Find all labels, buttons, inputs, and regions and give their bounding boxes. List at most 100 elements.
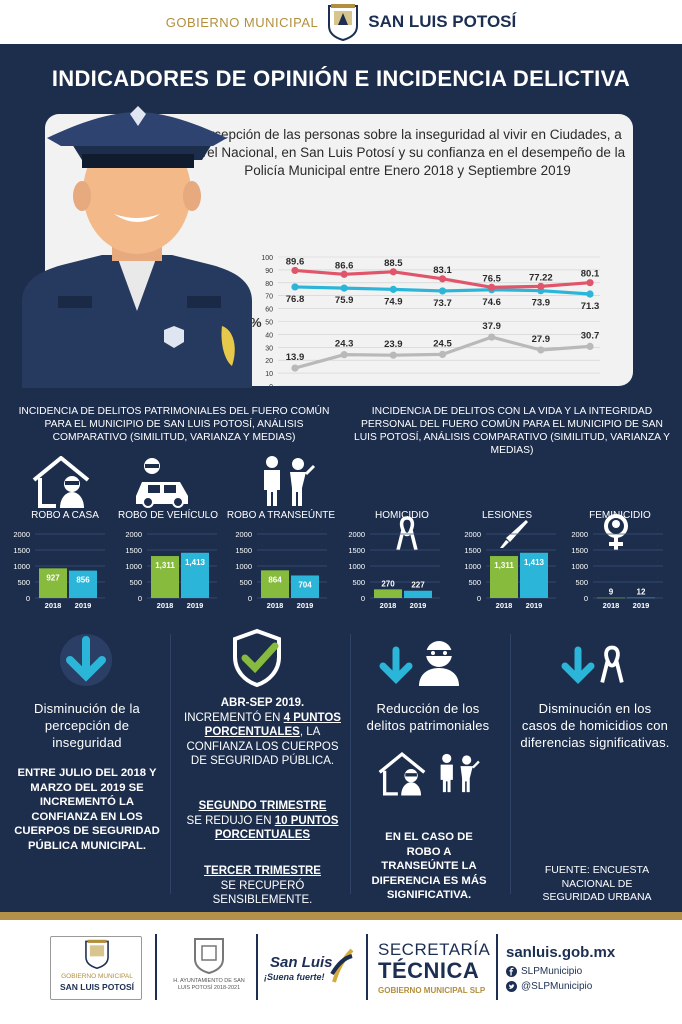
down-arrow-icon bbox=[379, 646, 413, 684]
down-arrow-icon bbox=[561, 646, 595, 684]
shield-check-icon bbox=[233, 628, 281, 688]
data-label: 24.3 bbox=[335, 339, 354, 350]
bar-chart-lesiones: 0 500 1000 1500 2000 1,311 2018 1,413 2019 bbox=[464, 530, 556, 610]
y-tick-label: 0 bbox=[269, 384, 273, 386]
ribbon-icon bbox=[396, 516, 418, 551]
bar bbox=[520, 552, 548, 598]
col2-p1b: INCREMENTÓ EN bbox=[184, 711, 284, 724]
bar bbox=[39, 568, 67, 598]
bar-value-label: 704 bbox=[298, 580, 312, 589]
data-point bbox=[340, 284, 348, 292]
col2-p1c: 4 PUNTOS PORCENTUALES bbox=[204, 711, 341, 739]
page-title: INDICADORES DE OPINIÓN E INCIDENCIA DELI… bbox=[51, 66, 631, 91]
twitter-link[interactable]: @SLPMunicipio bbox=[506, 981, 592, 992]
x-tick-label: 2018 bbox=[603, 601, 620, 610]
y-tick-label: 90 bbox=[265, 268, 273, 275]
data-label: 77.22 bbox=[529, 272, 553, 283]
data-point bbox=[291, 266, 299, 275]
x-tick-label: 2019 bbox=[297, 601, 314, 610]
bar bbox=[181, 552, 209, 598]
bar-value-label: 1,311 bbox=[155, 561, 175, 570]
bar-value-label: 1,413 bbox=[524, 558, 545, 567]
y-tick-label: 80 bbox=[265, 281, 273, 288]
y-tick-label: 500 bbox=[468, 578, 481, 587]
source-note: FUENTE: ENCUESTA NACIONAL DE SEGURIDAD U… bbox=[542, 864, 652, 903]
y-tick-label: 50 bbox=[265, 320, 273, 327]
data-label: 74.9 bbox=[384, 296, 403, 307]
gov-logo: GOBIERNO MUNICIPAL SAN LUIS POTOSÍ bbox=[50, 936, 142, 1000]
data-label: 86.6 bbox=[335, 260, 354, 271]
bar bbox=[404, 590, 432, 598]
logo-gov-text: GOBIERNO MUNICIPAL bbox=[61, 973, 133, 980]
data-point bbox=[488, 283, 496, 291]
y-tick-label: 500 bbox=[129, 578, 142, 587]
down-arrow-icon bbox=[60, 634, 112, 686]
col2-p3b: SE RECUPERÓ SENSIBLEMENTE. bbox=[212, 879, 313, 907]
bar-value-label: 864 bbox=[268, 575, 282, 584]
data-label: 24.5 bbox=[433, 338, 452, 349]
bar-value-label: 227 bbox=[411, 581, 425, 590]
data-label: 73.9 bbox=[532, 298, 551, 309]
data-label: 80.1 bbox=[581, 269, 600, 280]
y-tick-label: 100 bbox=[261, 255, 273, 262]
house-thief-icon bbox=[378, 752, 426, 796]
bar bbox=[597, 597, 625, 599]
footer-divider bbox=[496, 934, 498, 1000]
website-link[interactable]: sanluis.gob.mx bbox=[506, 944, 616, 961]
data-point bbox=[340, 270, 348, 278]
y-tick-label: 1500 bbox=[571, 546, 588, 555]
data-label: 30.7 bbox=[581, 330, 600, 341]
y-tick-label: 1500 bbox=[13, 546, 30, 555]
facebook-icon bbox=[506, 966, 517, 977]
data-point bbox=[389, 351, 397, 359]
crest-icon bbox=[85, 939, 109, 969]
data-label: 83.1 bbox=[433, 265, 452, 276]
data-point bbox=[438, 275, 447, 283]
data-point bbox=[291, 364, 299, 372]
data-point bbox=[586, 279, 594, 287]
col1-heading: Disminución de la percepción de inseguri… bbox=[33, 701, 140, 750]
y-tick-label: 500 bbox=[352, 578, 365, 587]
data-point bbox=[291, 283, 299, 291]
bar bbox=[490, 556, 518, 598]
col2-p2c: 10 PUNTOS PORCENTUALES bbox=[214, 814, 339, 842]
col2-p1a: ABR-SEP 2019. bbox=[220, 697, 305, 709]
line-chart-title: Percepción de las personas sobre la inse… bbox=[189, 127, 626, 178]
bar-chart-feminicidio: 0 500 1000 1500 2000 9 2018 12 2019 bbox=[571, 530, 663, 610]
x-tick-label: 2019 bbox=[633, 601, 650, 610]
bar-value-label: 12 bbox=[637, 588, 646, 597]
x-tick-label: 2018 bbox=[267, 601, 284, 610]
data-label: 89.6 bbox=[286, 256, 305, 267]
street-robbery-icon bbox=[264, 456, 316, 506]
footer-divider bbox=[155, 934, 157, 1000]
line-chart: 0102030405060708090100%Ene-MarAbr-JunJul… bbox=[250, 255, 600, 386]
police-officer-illustration bbox=[22, 106, 252, 388]
data-point bbox=[340, 351, 348, 359]
data-point bbox=[586, 342, 594, 350]
header: GOBIERNO MUNICIPAL SAN LUIS POTOSÍ bbox=[0, 0, 682, 44]
y-tick-label: 1000 bbox=[464, 562, 481, 571]
col2-block2: SEGUNDO TRIMESTRE SE REDUJO EN 10 PUNTOS… bbox=[180, 799, 345, 843]
bar-value-label: 1,311 bbox=[494, 561, 514, 570]
y-axis-label: % bbox=[250, 315, 262, 330]
y-tick-label: 0 bbox=[584, 594, 588, 603]
y-tick-label: 30 bbox=[265, 345, 273, 352]
facebook-handle: SLPMunicipio bbox=[521, 966, 583, 977]
y-tick-label: 2000 bbox=[235, 530, 252, 539]
bar bbox=[69, 570, 97, 598]
logo-city-text: SAN LUIS POTOSÍ bbox=[60, 982, 134, 992]
x-tick-label: 2019 bbox=[75, 601, 92, 610]
bar-value-label: 927 bbox=[46, 573, 60, 582]
ayuntamiento-text: H. AYUNTAMIENTO DE SAN LUIS POTOSÍ 2018-… bbox=[173, 978, 245, 991]
facebook-link[interactable]: SLPMunicipio bbox=[506, 966, 582, 977]
y-tick-label: 1500 bbox=[348, 546, 365, 555]
y-tick-label: 0 bbox=[26, 594, 30, 603]
x-tick-label: 2018 bbox=[157, 601, 174, 610]
coat-of-arms-icon bbox=[194, 938, 224, 974]
data-point bbox=[389, 285, 397, 293]
data-label: 73.7 bbox=[433, 298, 452, 309]
data-label: 75.9 bbox=[335, 295, 354, 306]
y-tick-label: 2000 bbox=[464, 530, 481, 539]
x-tick-label: 2019 bbox=[410, 601, 427, 610]
category-label: LESIONES bbox=[481, 510, 533, 521]
